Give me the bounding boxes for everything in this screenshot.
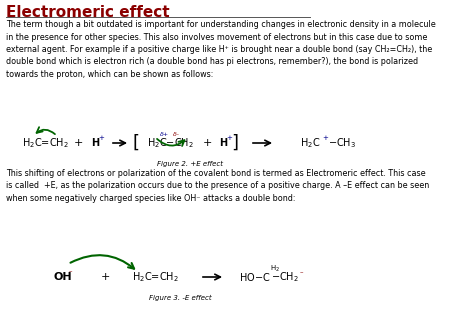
Text: Figure 2. +E effect: Figure 2. +E effect: [157, 161, 223, 167]
Text: +: +: [100, 272, 109, 282]
Text: –: –: [299, 269, 303, 275]
Text: +: +: [73, 138, 82, 148]
Text: δ–: δ–: [173, 132, 180, 137]
Text: OH: OH: [54, 272, 73, 282]
Text: +: +: [98, 135, 104, 141]
Text: ]: ]: [231, 134, 238, 152]
Text: +: +: [226, 135, 232, 141]
Text: δ+: δ+: [159, 132, 169, 137]
Text: H$_2$C=CH$_2$: H$_2$C=CH$_2$: [22, 136, 68, 150]
Text: $-$CH$_2$: $-$CH$_2$: [271, 270, 299, 284]
Text: [: [: [133, 134, 139, 152]
Text: HO$-$C: HO$-$C: [239, 271, 271, 283]
Text: This shifting of electrons or polarization of the covalent bond is termed as Ele: This shifting of electrons or polarizati…: [6, 169, 429, 203]
Text: H$_2$: H$_2$: [270, 264, 280, 274]
Text: H$_2$C=CH$_2$: H$_2$C=CH$_2$: [132, 270, 178, 284]
Text: $-$CH$_3$: $-$CH$_3$: [328, 136, 356, 150]
Text: +: +: [322, 135, 328, 141]
Text: H: H: [91, 138, 99, 148]
Text: H$_2$C$-$CH$_2$: H$_2$C$-$CH$_2$: [146, 136, 193, 150]
Text: The term though a bit outdated is important for understanding changes in electro: The term though a bit outdated is import…: [6, 20, 436, 79]
Text: –: –: [68, 268, 72, 274]
Text: Figure 3. -E effect: Figure 3. -E effect: [149, 295, 211, 301]
Text: +: +: [202, 138, 212, 148]
Text: H$_2$C: H$_2$C: [300, 136, 320, 150]
Text: Electromeric effect: Electromeric effect: [6, 5, 170, 20]
Text: H: H: [219, 138, 227, 148]
